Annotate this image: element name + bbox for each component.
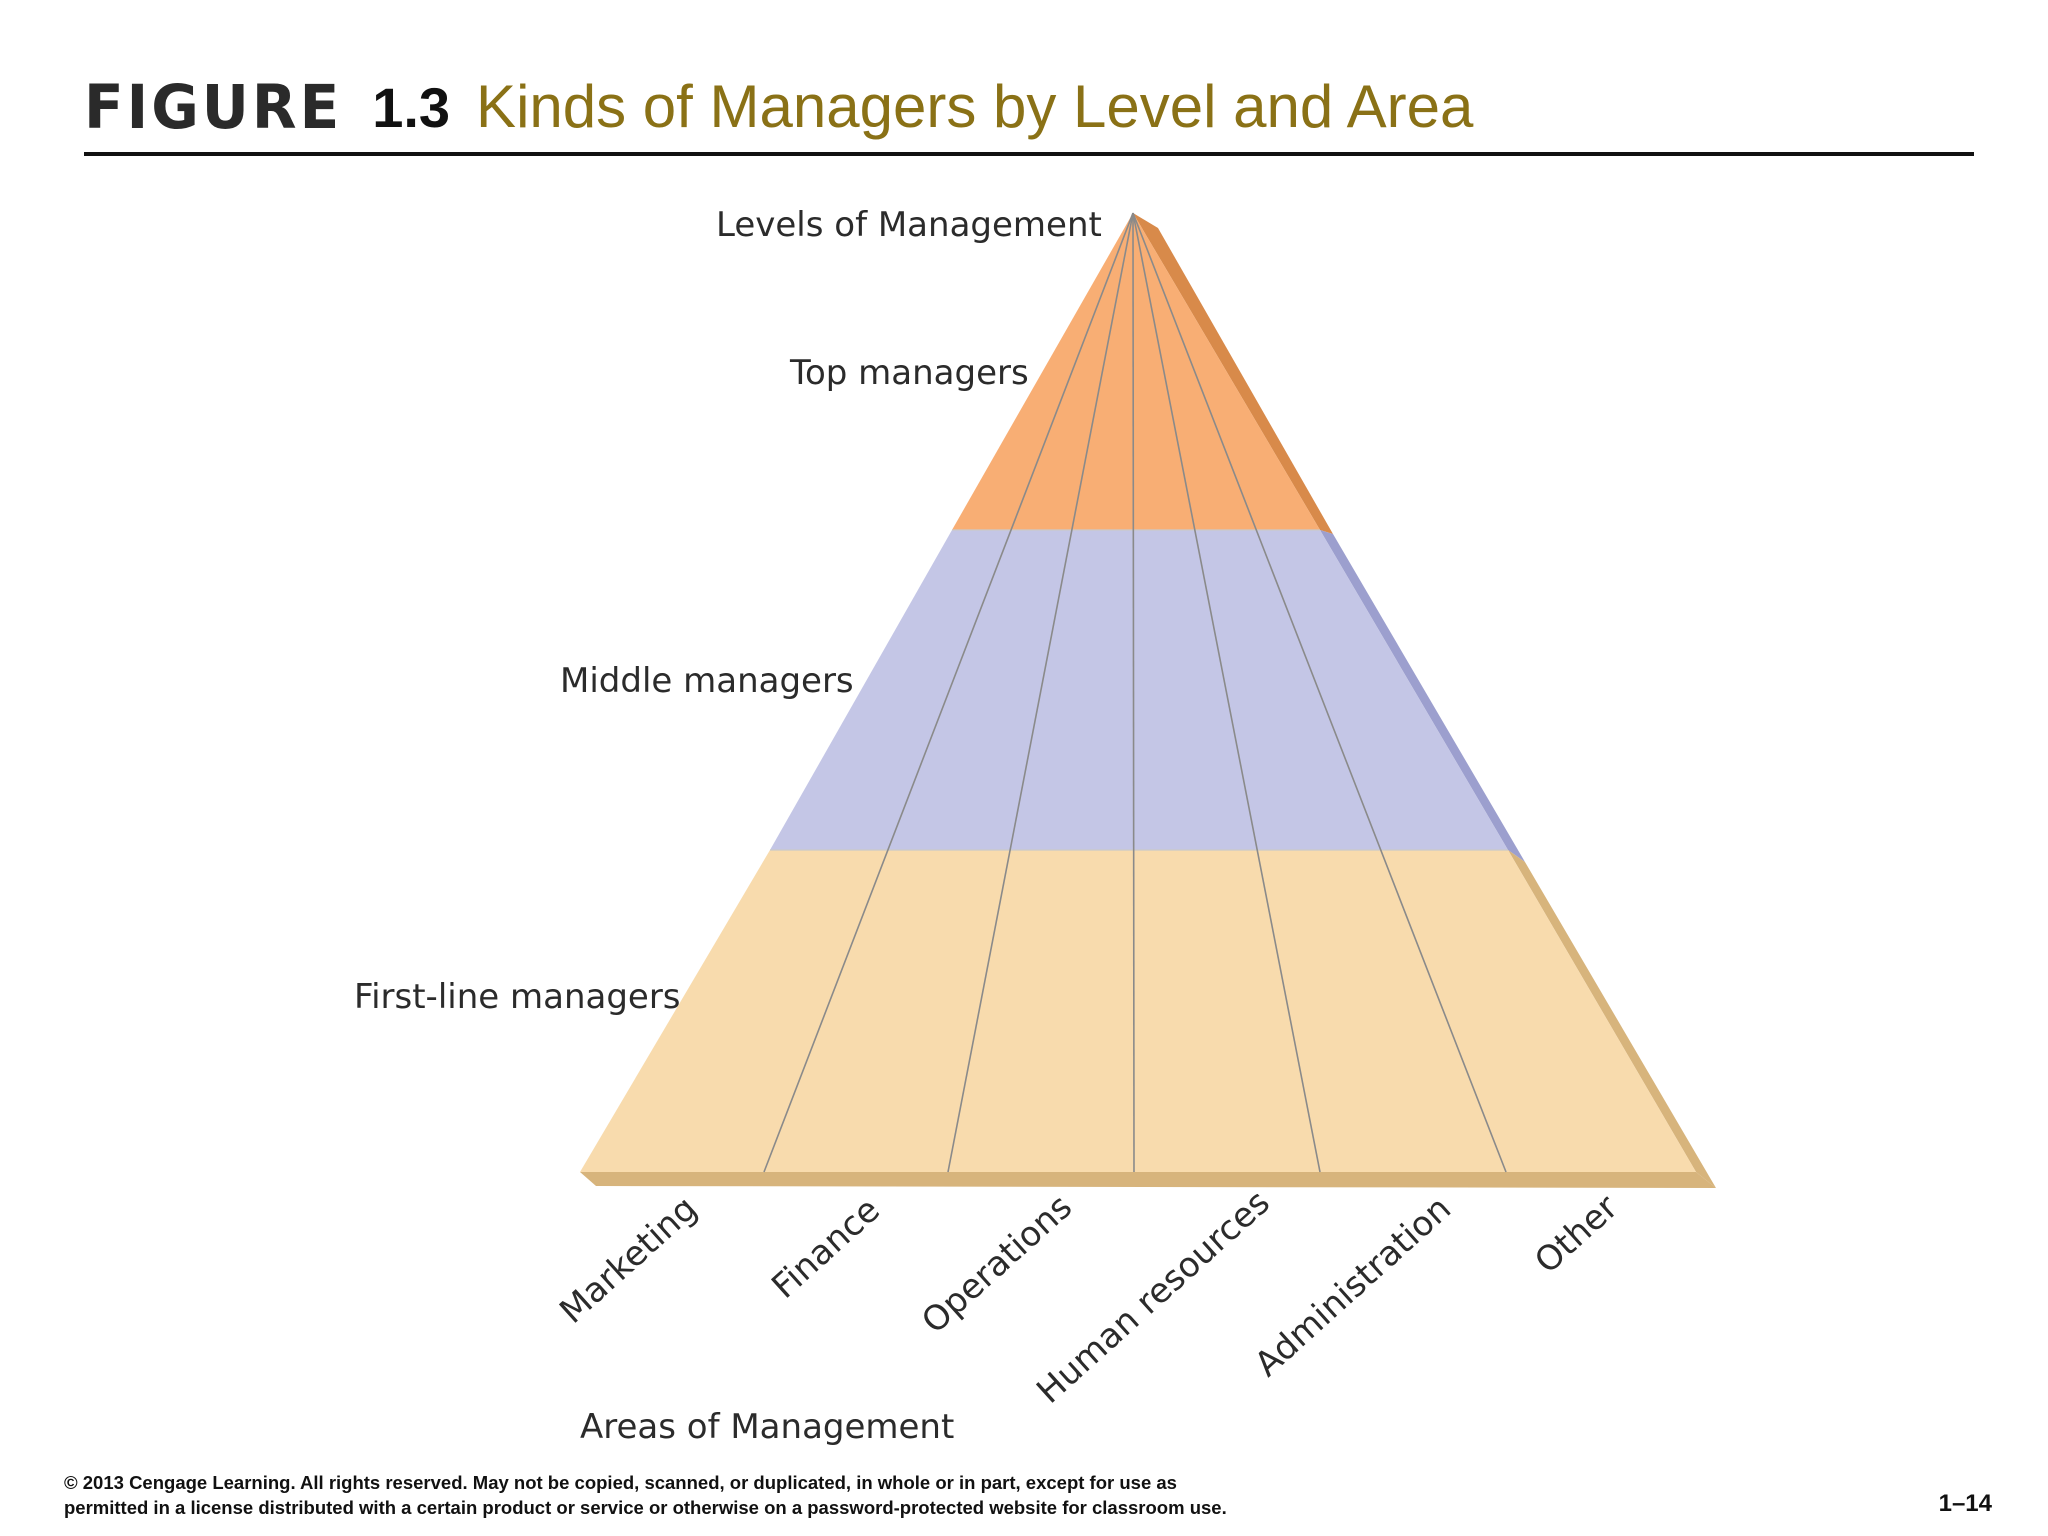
figure-word: FIGURE bbox=[84, 71, 343, 143]
band-middle-managers bbox=[770, 530, 1508, 850]
band-first-line-managers bbox=[580, 850, 1696, 1172]
title-rule bbox=[84, 152, 1974, 156]
level-label-middle: Middle managers bbox=[560, 661, 854, 701]
areas-heading: Areas of Management bbox=[580, 1407, 954, 1447]
pyramid-edge-middle bbox=[1320, 530, 1525, 862]
level-label-top: Top managers bbox=[789, 353, 1029, 393]
area-divider bbox=[947, 212, 1134, 1173]
area-label-operations: Operations bbox=[914, 1187, 1080, 1342]
band-top-managers bbox=[952, 213, 1320, 530]
figure-title: Kinds of Managers by Level and Area bbox=[476, 73, 1474, 140]
pyramid-edge-top bbox=[1133, 213, 1333, 534]
area-divider bbox=[1132, 212, 1507, 1173]
figure-title-row: FIGURE 1.3 Kinds of Managers by Level an… bbox=[84, 71, 1474, 152]
level-label-first-line: First-line managers bbox=[354, 977, 681, 1017]
area-label-administration: Administration bbox=[1247, 1188, 1459, 1384]
area-divider bbox=[1132, 212, 1321, 1173]
copyright-line-1: © 2013 Cengage Learning. All rights rese… bbox=[64, 1472, 1177, 1493]
pyramid-edge-bottom bbox=[1508, 850, 1716, 1188]
area-label-marketing: Marketing bbox=[552, 1189, 705, 1332]
area-label-finance: Finance bbox=[764, 1190, 887, 1307]
pyramid-base-edge bbox=[580, 1172, 1716, 1188]
figure-number: 1.3 bbox=[372, 76, 451, 139]
levels-heading: Levels of Management bbox=[716, 205, 1102, 245]
area-dividers bbox=[763, 212, 1507, 1173]
copyright-footer: © 2013 Cengage Learning. All rights rese… bbox=[64, 1470, 1227, 1520]
copyright-line-2: permitted in a license distributed with … bbox=[64, 1497, 1227, 1518]
area-divider bbox=[1132, 212, 1135, 1173]
area-divider bbox=[763, 212, 1134, 1173]
area-label-other: Other bbox=[1527, 1187, 1626, 1281]
page-number: 1–14 bbox=[1938, 1490, 1992, 1517]
